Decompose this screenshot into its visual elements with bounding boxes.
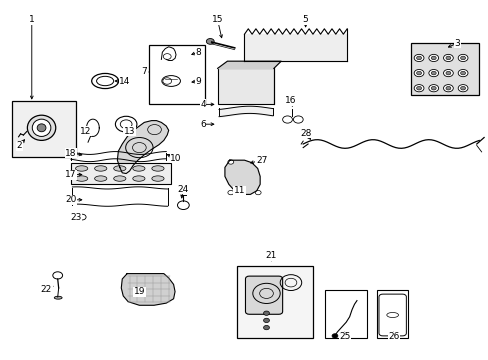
- Circle shape: [263, 325, 269, 330]
- Polygon shape: [121, 274, 175, 305]
- Text: 26: 26: [387, 332, 399, 341]
- Text: 25: 25: [338, 332, 350, 341]
- Bar: [376, 290, 407, 338]
- Circle shape: [428, 54, 438, 62]
- Circle shape: [443, 54, 452, 62]
- Circle shape: [331, 334, 337, 338]
- FancyBboxPatch shape: [245, 276, 282, 314]
- Ellipse shape: [92, 73, 118, 89]
- Ellipse shape: [94, 176, 106, 181]
- Text: 22: 22: [41, 285, 52, 294]
- Text: 27: 27: [255, 156, 267, 165]
- Circle shape: [413, 85, 423, 92]
- Ellipse shape: [27, 115, 56, 140]
- Text: 15: 15: [211, 15, 223, 24]
- Circle shape: [263, 311, 269, 315]
- Circle shape: [457, 54, 467, 62]
- Circle shape: [416, 56, 421, 60]
- Ellipse shape: [132, 176, 144, 181]
- Polygon shape: [224, 160, 260, 194]
- Bar: [71, 163, 171, 184]
- Circle shape: [416, 86, 421, 90]
- Circle shape: [416, 71, 421, 75]
- Ellipse shape: [132, 166, 144, 171]
- Circle shape: [457, 69, 467, 77]
- Ellipse shape: [113, 166, 125, 171]
- Circle shape: [460, 56, 465, 60]
- Circle shape: [430, 86, 435, 90]
- Text: 16: 16: [285, 96, 296, 105]
- Text: 7: 7: [141, 68, 147, 77]
- Bar: [12, 101, 76, 157]
- Circle shape: [445, 56, 450, 60]
- Text: 9: 9: [195, 77, 201, 85]
- Text: 5: 5: [302, 15, 308, 24]
- Circle shape: [255, 160, 261, 164]
- Ellipse shape: [54, 296, 62, 299]
- Bar: [149, 45, 205, 104]
- Text: 13: 13: [123, 127, 135, 136]
- Ellipse shape: [75, 166, 87, 171]
- Text: 11: 11: [233, 186, 245, 195]
- Circle shape: [430, 56, 435, 60]
- Ellipse shape: [113, 176, 125, 181]
- Circle shape: [443, 69, 452, 77]
- Circle shape: [430, 71, 435, 75]
- Circle shape: [227, 190, 233, 195]
- Text: 3: 3: [453, 39, 459, 48]
- Circle shape: [443, 85, 452, 92]
- Polygon shape: [117, 121, 168, 174]
- Text: 24: 24: [177, 184, 189, 194]
- Ellipse shape: [151, 176, 163, 181]
- Bar: [237, 266, 312, 338]
- Text: 10: 10: [170, 154, 182, 163]
- Circle shape: [206, 39, 214, 44]
- Circle shape: [227, 160, 233, 164]
- Ellipse shape: [94, 166, 106, 171]
- Circle shape: [263, 318, 269, 323]
- Ellipse shape: [96, 76, 113, 86]
- Circle shape: [445, 86, 450, 90]
- Circle shape: [428, 69, 438, 77]
- Text: 1: 1: [29, 15, 35, 24]
- Text: 14: 14: [119, 77, 130, 85]
- Circle shape: [445, 71, 450, 75]
- Text: 4: 4: [200, 100, 205, 109]
- Text: 20: 20: [65, 195, 77, 204]
- Text: 12: 12: [80, 127, 91, 136]
- Bar: [410, 43, 478, 95]
- Ellipse shape: [151, 166, 163, 171]
- Text: 6: 6: [200, 120, 205, 129]
- Bar: [217, 68, 273, 104]
- Ellipse shape: [37, 124, 46, 132]
- Ellipse shape: [75, 176, 87, 181]
- Text: 23: 23: [70, 213, 81, 222]
- Text: 28: 28: [299, 129, 311, 138]
- Circle shape: [413, 69, 423, 77]
- Circle shape: [428, 85, 438, 92]
- Circle shape: [460, 71, 465, 75]
- Text: 2: 2: [17, 141, 22, 150]
- Text: 19: 19: [133, 287, 145, 296]
- Circle shape: [413, 54, 423, 62]
- Circle shape: [120, 120, 132, 129]
- Circle shape: [115, 116, 137, 132]
- Bar: [325, 290, 366, 338]
- Text: 8: 8: [195, 48, 201, 57]
- Text: 17: 17: [65, 170, 77, 179]
- Text: 18: 18: [65, 149, 77, 158]
- Text: 21: 21: [265, 251, 277, 260]
- Polygon shape: [217, 61, 281, 68]
- Circle shape: [255, 190, 261, 195]
- Circle shape: [457, 85, 467, 92]
- Circle shape: [460, 86, 465, 90]
- Ellipse shape: [32, 119, 51, 136]
